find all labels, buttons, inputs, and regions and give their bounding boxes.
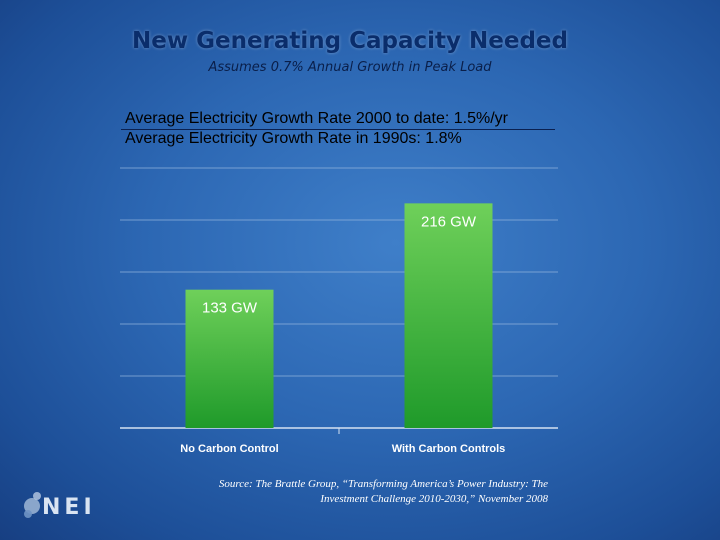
- bar-2: [404, 203, 493, 428]
- source-line-1: Source: The Brattle Group, “Transforming…: [218, 478, 548, 490]
- growth-stat-2000s: Average Electricity Growth Rate 2000 to …: [125, 110, 509, 127]
- category-label: No Carbon Control: [180, 443, 278, 455]
- stats-divider: [121, 129, 555, 130]
- nei-logo-text: NEI: [42, 495, 96, 520]
- bar-1: [185, 289, 274, 428]
- growth-stat-1990s: Average Electricity Growth Rate in 1990s…: [125, 130, 462, 147]
- bar-value-label: 216 GW: [421, 213, 477, 230]
- category-label: With Carbon Controls: [392, 443, 506, 455]
- source-line-2: Investment Challenge 2010-2030,” Novembe…: [320, 493, 548, 505]
- nei-logo-icon: NEI: [24, 492, 96, 520]
- slide-title: New Generating Capacity Needed: [131, 28, 568, 54]
- source-citation: Source: The Brattle Group, “Transforming…: [170, 477, 548, 507]
- growth-stats: Average Electricity Growth Rate 2000 to …: [121, 109, 565, 149]
- slide-subtitle: Assumes 0.7% Annual Growth in Peak Load: [208, 60, 492, 75]
- bar-value-label: 133 GW: [202, 300, 258, 317]
